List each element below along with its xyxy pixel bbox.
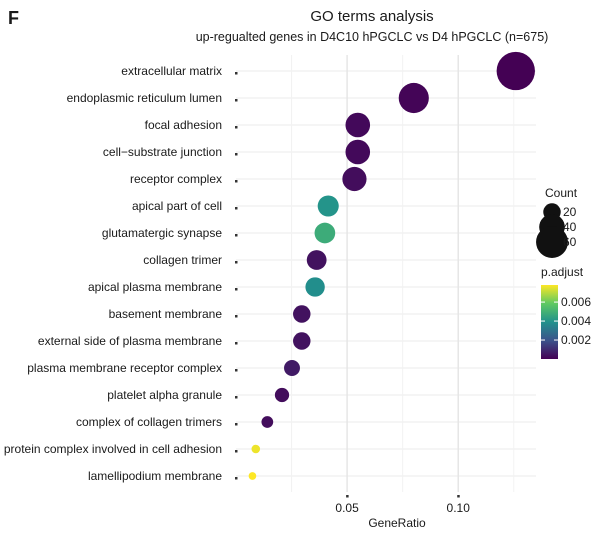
y-axis-labels: extracellular matrix endoplasmic reticulu…: [4, 64, 238, 483]
y-tick-label: external side of plasma membrane: [38, 334, 222, 348]
chart-subtitle: up-regualted genes in D4C10 hPGCLC vs D4…: [196, 30, 549, 44]
y-tick-mark: [235, 450, 238, 453]
data-point: [293, 305, 311, 323]
y-tick-mark: [235, 288, 238, 291]
x-axis: 0.05 0.10: [335, 495, 470, 515]
y-tick-label: apical part of cell: [132, 199, 222, 213]
chart-title: GO terms analysis: [310, 8, 433, 25]
count-legend-label: 20: [563, 205, 577, 219]
data-point: [251, 444, 261, 454]
data-point: [317, 195, 339, 217]
y-tick-mark: [235, 369, 238, 372]
y-tick-label: apical plasma membrane: [88, 280, 222, 294]
y-tick-mark: [235, 234, 238, 237]
data-point: [306, 250, 327, 270]
x-tick-label: 0.10: [447, 501, 471, 515]
y-tick-mark: [235, 261, 238, 264]
y-tick-label: endoplasmic reticulum lumen: [67, 91, 222, 105]
y-tick-label: platelet alpha granule: [107, 388, 222, 402]
data-point: [398, 82, 429, 114]
y-tick-mark: [235, 153, 238, 156]
y-tick-label: plasma membrane receptor complex: [27, 361, 222, 375]
count-legend-label: 40: [563, 220, 577, 234]
data-points: [248, 51, 535, 480]
y-tick-mark: [235, 207, 238, 210]
y-tick-mark: [235, 180, 238, 183]
y-tick-mark: [235, 477, 238, 480]
data-point: [248, 472, 257, 480]
y-tick-mark: [235, 126, 238, 129]
y-tick-mark: [235, 99, 238, 102]
data-point: [314, 222, 336, 244]
colorbar-tick-label: 0.006: [561, 295, 591, 309]
y-tick-mark: [235, 396, 238, 399]
data-point: [274, 387, 290, 403]
data-point: [496, 51, 535, 91]
count-legend-label: 60: [563, 235, 577, 249]
x-tick-mark: [346, 495, 349, 498]
y-tick-mark: [235, 72, 238, 75]
y-tick-label: collagen trimer: [143, 253, 222, 267]
colorbar-tick-label: 0.004: [561, 314, 591, 328]
padjust-legend-title: p.adjust: [541, 265, 584, 279]
y-tick-label: basement membrane: [109, 307, 223, 321]
y-tick-mark: [235, 342, 238, 345]
y-tick-label: protein complex involved in cell adhesio…: [4, 442, 222, 456]
data-point: [305, 277, 325, 297]
padjust-legend: p.adjust 0.002 0.004 0.006: [541, 265, 591, 359]
y-tick-label: focal adhesion: [145, 118, 222, 132]
panel-label: F: [8, 8, 19, 28]
y-tick-label: cell−substrate junction: [103, 145, 222, 159]
padjust-colorbar: [541, 285, 558, 359]
y-tick-mark: [235, 423, 238, 426]
count-legend-title: Count: [545, 186, 578, 200]
y-tick-label: extracellular matrix: [121, 64, 222, 78]
x-tick-label: 0.05: [335, 501, 359, 515]
y-tick-label: glutamatergic synapse: [102, 226, 222, 240]
data-point: [293, 332, 311, 350]
y-tick-mark: [235, 315, 238, 318]
x-axis-title: GeneRatio: [368, 516, 426, 530]
data-point: [342, 166, 367, 192]
y-tick-label: complex of collagen trimers: [76, 415, 222, 429]
count-legend-dot: [536, 226, 568, 258]
y-tick-label: receptor complex: [130, 172, 222, 186]
plot-grid: [236, 55, 536, 492]
x-tick-mark: [457, 495, 460, 498]
y-tick-label: lamellipodium membrane: [88, 469, 222, 483]
data-point: [345, 139, 371, 165]
data-point: [345, 112, 371, 138]
colorbar-tick-label: 0.002: [561, 333, 591, 347]
data-point: [284, 360, 300, 376]
data-point: [261, 416, 274, 428]
